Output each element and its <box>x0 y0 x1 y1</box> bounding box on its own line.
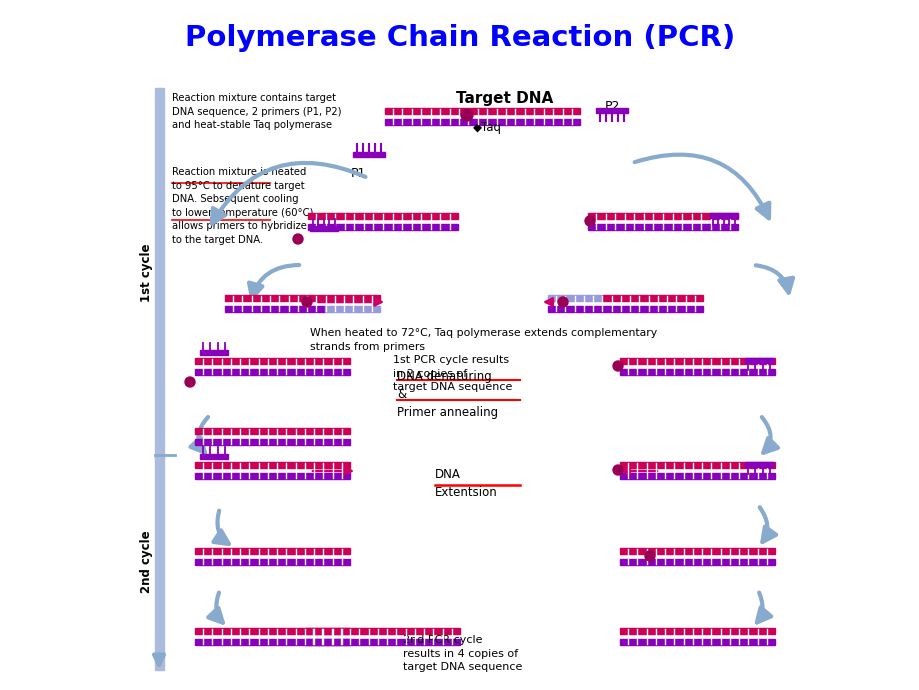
Bar <box>548 295 602 301</box>
Circle shape <box>460 109 472 121</box>
Text: Reaction mixture contains target
DNA sequence, 2 primers (P1, P2)
and heat-stabl: Reaction mixture contains target DNA seq… <box>172 93 341 130</box>
Bar <box>195 628 349 634</box>
Text: P2: P2 <box>604 100 619 113</box>
Bar <box>199 454 228 459</box>
Bar <box>195 428 349 434</box>
Bar <box>587 213 737 219</box>
Bar <box>619 559 774 565</box>
Circle shape <box>185 377 195 387</box>
Bar <box>619 473 774 479</box>
Bar <box>305 628 460 634</box>
Bar <box>619 358 774 364</box>
Text: P1: P1 <box>350 167 365 180</box>
Bar <box>195 559 349 565</box>
Circle shape <box>584 216 595 226</box>
Bar <box>199 350 228 355</box>
Text: DNA
Extentsion: DNA Extentsion <box>435 468 497 499</box>
Bar <box>619 639 774 645</box>
Bar <box>353 152 384 157</box>
Bar <box>619 462 774 468</box>
Circle shape <box>644 551 654 561</box>
Bar <box>195 639 349 645</box>
Circle shape <box>301 297 312 307</box>
Bar <box>225 306 324 312</box>
Text: 2nd PCR cycle
results in 4 copies of
target DNA sequence: 2nd PCR cycle results in 4 copies of tar… <box>403 635 522 672</box>
Bar <box>195 358 349 364</box>
Circle shape <box>292 234 302 244</box>
Bar <box>744 462 772 467</box>
Bar <box>195 369 349 375</box>
Bar <box>305 639 460 645</box>
Bar <box>195 462 349 468</box>
Text: Polymerase Chain Reaction (PCR): Polymerase Chain Reaction (PCR) <box>185 24 734 52</box>
Bar <box>308 224 458 230</box>
Circle shape <box>558 297 567 307</box>
Text: Target DNA: Target DNA <box>456 90 553 106</box>
Bar <box>587 224 737 230</box>
Text: 1st PCR cycle results
in 2 copies of
target DNA sequence: 1st PCR cycle results in 2 copies of tar… <box>392 355 512 392</box>
Bar <box>154 88 164 458</box>
Bar <box>384 119 579 125</box>
Bar <box>154 455 164 670</box>
Bar <box>324 306 380 312</box>
Bar <box>709 213 737 218</box>
Text: ◆Taq: ◆Taq <box>472 121 502 133</box>
Circle shape <box>612 465 622 475</box>
Bar <box>384 108 579 114</box>
Bar <box>619 369 774 375</box>
Text: When heated to 72°C, Taq polymerase extends complementary
strands from primers: When heated to 72°C, Taq polymerase exte… <box>310 328 656 352</box>
Bar <box>596 108 628 113</box>
Bar <box>602 295 702 301</box>
Bar <box>195 548 349 554</box>
Circle shape <box>612 361 622 371</box>
Bar <box>225 295 380 301</box>
Text: DNA denaturing
&
Primer annealing: DNA denaturing & Primer annealing <box>397 370 497 419</box>
Bar <box>619 548 774 554</box>
Bar <box>548 306 702 312</box>
Bar <box>744 358 772 363</box>
Bar <box>619 628 774 634</box>
Bar <box>195 473 349 479</box>
Bar <box>195 439 349 445</box>
Text: 1st cycle: 1st cycle <box>141 244 153 302</box>
Bar <box>310 226 337 231</box>
Bar <box>308 213 458 219</box>
Text: Reaction mixture is heated
to 95°C to denature target
DNA. Sebsequent cooling
to: Reaction mixture is heated to 95°C to de… <box>172 167 313 245</box>
Text: 2nd cycle: 2nd cycle <box>141 531 153 593</box>
